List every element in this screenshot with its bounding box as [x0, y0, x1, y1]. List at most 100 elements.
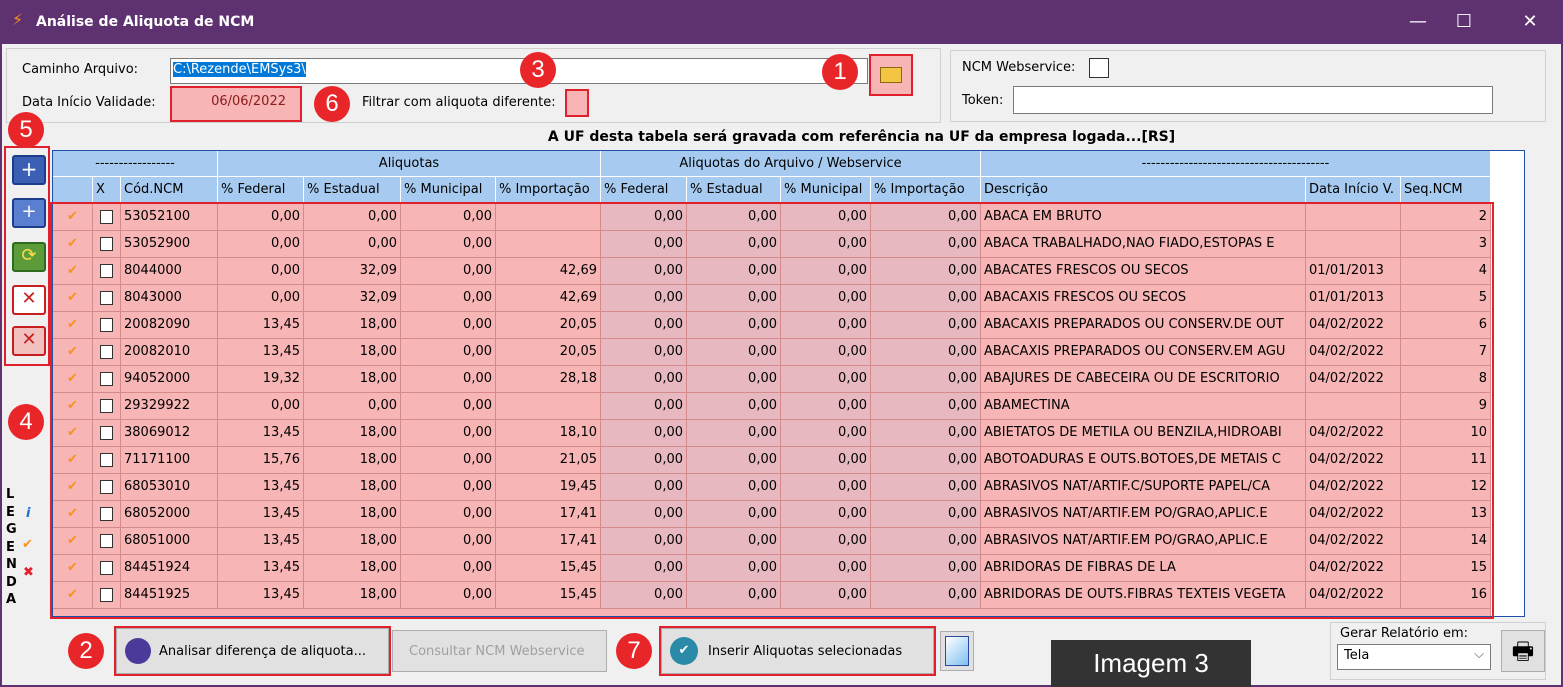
grid-cell[interactable]: 16 [1401, 582, 1491, 609]
token-input[interactable] [1013, 86, 1493, 114]
row-select-cell[interactable] [93, 393, 121, 420]
grid-cell[interactable]: 0,00 [401, 555, 496, 582]
grid-cell[interactable]: 15,45 [496, 555, 601, 582]
grid-cell[interactable]: 04/02/2022 [1306, 582, 1401, 609]
row-select-checkbox[interactable] [100, 399, 113, 413]
grid-cell[interactable]: 0,00 [781, 447, 871, 474]
row-select-cell[interactable] [93, 582, 121, 609]
grid-cell[interactable]: 0,00 [687, 582, 781, 609]
grid-cell[interactable]: 84451924 [121, 555, 218, 582]
row-select-checkbox[interactable] [100, 561, 113, 575]
row-select-checkbox[interactable] [100, 318, 113, 332]
grid-cell[interactable]: 0,00 [781, 204, 871, 231]
grid-cell[interactable]: 13,45 [218, 555, 304, 582]
minimize-button[interactable]: — [1409, 11, 1427, 32]
grid-cell[interactable]: 18,00 [304, 528, 401, 555]
grid-cell[interactable]: 20,05 [496, 339, 601, 366]
grid-cell[interactable]: 19,45 [496, 474, 601, 501]
grid-cell[interactable]: 14 [1401, 528, 1491, 555]
grid-cell[interactable]: 13,45 [218, 501, 304, 528]
grid-cell[interactable]: 0,00 [781, 474, 871, 501]
grid-cell[interactable]: 18,00 [304, 312, 401, 339]
row-select-cell[interactable] [93, 258, 121, 285]
grid-cell[interactable]: ABOTOADURAS E OUTS.BOTOES,DE METAIS C [981, 447, 1306, 474]
grid-cell[interactable]: 15 [1401, 555, 1491, 582]
row-select-checkbox[interactable] [100, 588, 113, 602]
grid-cell[interactable]: 42,69 [496, 285, 601, 312]
row-select-cell[interactable] [93, 447, 121, 474]
grid-cell[interactable]: 0,00 [871, 555, 981, 582]
grid-cell[interactable]: ABRASIVOS NAT/ARTIF.EM PO/GRAO,APLIC.E [981, 528, 1306, 555]
delete-icon[interactable]: ✕ [12, 285, 46, 315]
insert-aliquotas-button[interactable]: ✔ Inserir Aliquotas selecionadas [659, 626, 936, 676]
row-status-check-icon[interactable]: ✔ [53, 420, 93, 447]
grid-cell[interactable]: 0,00 [401, 204, 496, 231]
grid-cell[interactable]: 04/02/2022 [1306, 339, 1401, 366]
grid-cell[interactable]: 0,00 [401, 366, 496, 393]
add-icon[interactable]: + [12, 155, 46, 185]
grid-cell[interactable]: ABAJURES DE CABECEIRA OU DE ESCRITORIO [981, 366, 1306, 393]
grid-cell[interactable]: 68051000 [121, 528, 218, 555]
row-status-check-icon[interactable]: ✔ [53, 501, 93, 528]
grid-cell[interactable]: 0,00 [871, 285, 981, 312]
grid-cell[interactable]: 0,00 [871, 582, 981, 609]
grid-cell[interactable]: 04/02/2022 [1306, 312, 1401, 339]
grid-cell[interactable] [1306, 231, 1401, 258]
grid-cell[interactable]: 04/02/2022 [1306, 366, 1401, 393]
grid-cell[interactable]: 7 [1401, 339, 1491, 366]
grid-cell[interactable]: 18,00 [304, 366, 401, 393]
grid-cell[interactable]: 0,00 [218, 204, 304, 231]
grid-cell[interactable]: 0,00 [687, 447, 781, 474]
grid-cell[interactable]: 04/02/2022 [1306, 528, 1401, 555]
grid-cell[interactable]: 01/01/2013 [1306, 285, 1401, 312]
grid-cell[interactable]: 0,00 [601, 420, 687, 447]
grid-cell[interactable]: 94052000 [121, 366, 218, 393]
grid-cell[interactable]: 13 [1401, 501, 1491, 528]
print-button[interactable]: 🖶 [1501, 630, 1545, 672]
grid-cell[interactable]: 53052100 [121, 204, 218, 231]
maximize-button[interactable]: ☐ [1455, 11, 1473, 32]
grid-cell[interactable]: 0,00 [687, 312, 781, 339]
grid-cell[interactable]: 0,00 [401, 501, 496, 528]
grid-cell[interactable]: 32,09 [304, 285, 401, 312]
grid-cell[interactable]: 0,00 [781, 258, 871, 285]
grid-cell[interactable]: 0,00 [401, 420, 496, 447]
grid-cell[interactable]: 6 [1401, 312, 1491, 339]
grid-cell[interactable]: 0,00 [601, 393, 687, 420]
grid-cell[interactable]: 18,00 [304, 447, 401, 474]
grid-cell[interactable]: ABACATES FRESCOS OU SECOS [981, 258, 1306, 285]
grid-cell[interactable]: 15,76 [218, 447, 304, 474]
grid-cell[interactable]: 0,00 [687, 258, 781, 285]
grid-cell[interactable]: 0,00 [601, 582, 687, 609]
grid-cell[interactable]: ABAMECTINA [981, 393, 1306, 420]
grid-cell[interactable]: 2 [1401, 204, 1491, 231]
row-select-checkbox[interactable] [100, 426, 113, 440]
grid-cell[interactable]: 0,00 [871, 474, 981, 501]
grid-cell[interactable]: 32,09 [304, 258, 401, 285]
grid-cell[interactable]: 0,00 [687, 285, 781, 312]
row-status-check-icon[interactable]: ✔ [53, 474, 93, 501]
row-select-checkbox[interactable] [100, 534, 113, 548]
grid-cell[interactable]: 0,00 [871, 420, 981, 447]
grid-cell[interactable]: 0,00 [601, 285, 687, 312]
grid-cell[interactable]: 0,00 [871, 501, 981, 528]
grid-cell[interactable]: 0,00 [781, 501, 871, 528]
row-status-check-icon[interactable]: ✔ [53, 204, 93, 231]
grid-cell[interactable]: 0,00 [687, 339, 781, 366]
grid-cell[interactable]: 4 [1401, 258, 1491, 285]
grid-cell[interactable]: 0,00 [687, 528, 781, 555]
grid-cell[interactable]: 18,00 [304, 420, 401, 447]
filter-checkbox[interactable] [565, 89, 589, 117]
grid-cell[interactable]: 0,00 [401, 447, 496, 474]
row-select-cell[interactable] [93, 231, 121, 258]
grid-cell[interactable]: 0,00 [781, 339, 871, 366]
grid-cell[interactable]: 0,00 [401, 528, 496, 555]
grid-cell[interactable]: 0,00 [871, 312, 981, 339]
grid-cell[interactable]: 0,00 [401, 258, 496, 285]
row-status-check-icon[interactable]: ✔ [53, 366, 93, 393]
row-select-cell[interactable] [93, 555, 121, 582]
grid-cell[interactable]: 0,00 [781, 312, 871, 339]
grid-cell[interactable]: 0,00 [781, 285, 871, 312]
row-select-checkbox[interactable] [100, 453, 113, 467]
grid-cell[interactable]: 0,00 [687, 555, 781, 582]
